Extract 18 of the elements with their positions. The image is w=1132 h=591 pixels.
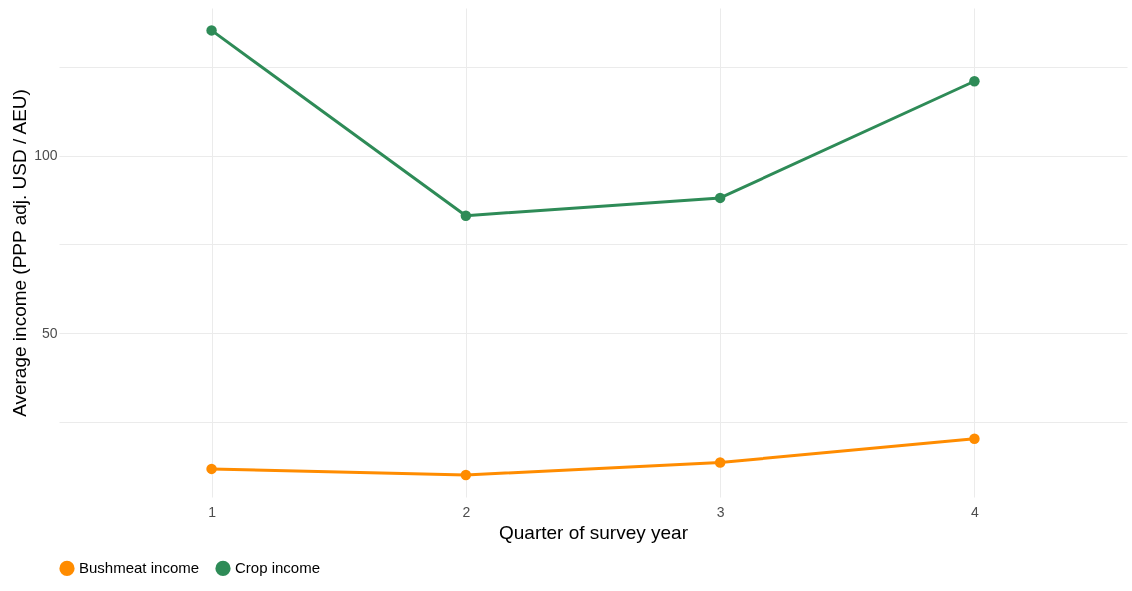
y-tick-label: 50	[41, 324, 58, 341]
y-axis-title: Average income (PPP adj. USD / AEU)	[9, 89, 31, 417]
point	[460, 210, 472, 221]
legend-label: Crop income	[235, 559, 321, 577]
x-axis-title: Quarter of survey year	[498, 521, 689, 543]
x-tick-label: 4	[971, 503, 980, 520]
x-tick-label: 2	[462, 503, 471, 520]
point	[206, 25, 217, 36]
y-tick-label: 100	[34, 147, 58, 164]
point	[714, 457, 726, 468]
x-tick-label: 3	[716, 503, 725, 520]
point	[969, 433, 980, 444]
point	[460, 469, 472, 481]
point	[969, 76, 980, 87]
x-tick-label: 1	[208, 503, 217, 520]
legend-label: Bushmeat income	[79, 559, 200, 577]
point	[206, 463, 217, 475]
point	[714, 192, 726, 204]
